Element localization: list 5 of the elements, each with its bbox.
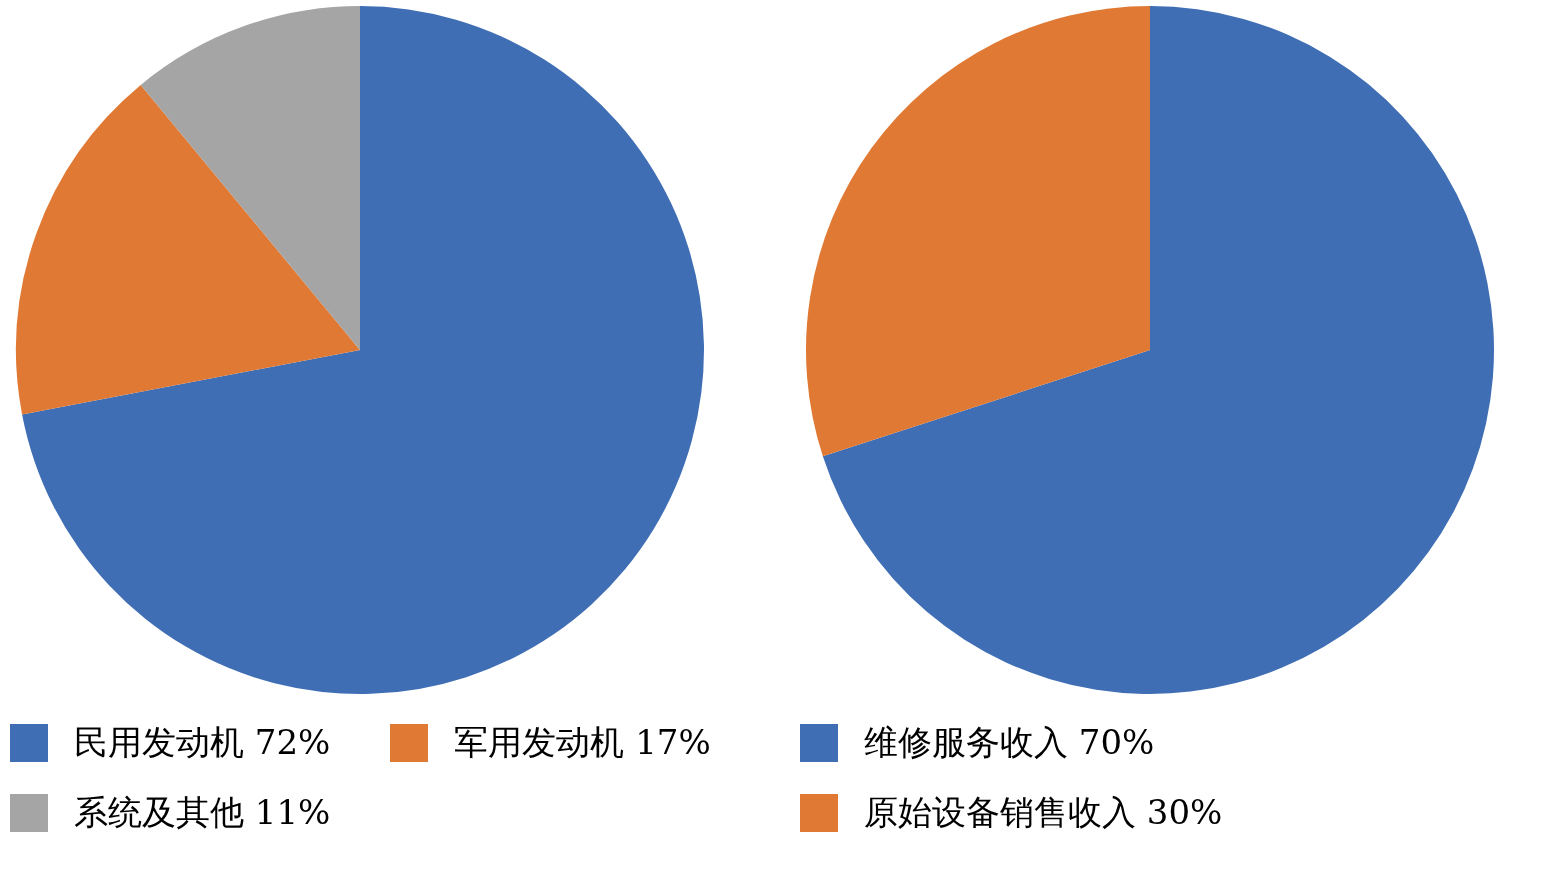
legend-label: 军用发动机 17% xyxy=(454,721,711,764)
legend-label: 原始设备销售收入 30% xyxy=(864,791,1223,834)
legend-label: 系统及其他 11% xyxy=(74,791,331,834)
legend-label: 民用发动机 72% xyxy=(74,721,331,764)
legend-label: 维修服务收入 70% xyxy=(864,721,1155,764)
